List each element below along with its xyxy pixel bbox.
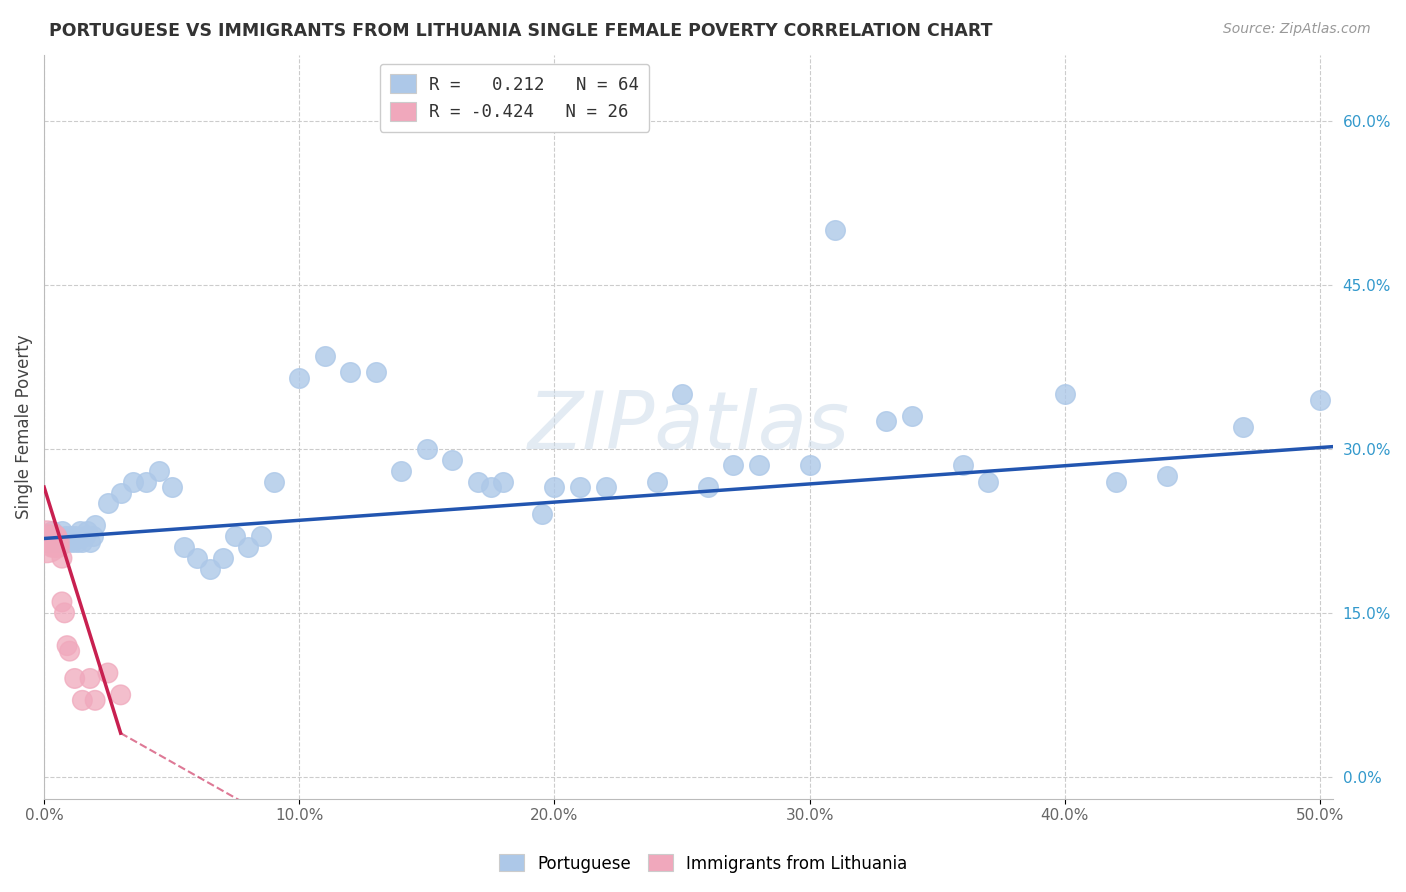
Point xyxy=(441,452,464,467)
Point xyxy=(44,534,66,549)
Point xyxy=(35,534,58,549)
Point xyxy=(97,665,120,680)
Point xyxy=(110,688,132,702)
Point xyxy=(76,524,98,538)
Point xyxy=(41,534,63,549)
Point xyxy=(122,475,145,489)
Point xyxy=(38,529,60,543)
Point xyxy=(721,458,744,473)
Point xyxy=(148,464,170,478)
Point xyxy=(41,529,63,543)
Point xyxy=(467,475,489,489)
Point xyxy=(173,540,195,554)
Point xyxy=(696,480,718,494)
Point xyxy=(110,485,132,500)
Point xyxy=(364,365,387,379)
Point xyxy=(875,415,897,429)
Y-axis label: Single Female Poverty: Single Female Poverty xyxy=(15,334,32,519)
Point xyxy=(479,480,502,494)
Point xyxy=(66,534,89,549)
Point xyxy=(1105,475,1128,489)
Legend: Portuguese, Immigrants from Lithuania: Portuguese, Immigrants from Lithuania xyxy=(492,847,914,880)
Point xyxy=(53,606,76,620)
Point xyxy=(84,693,107,707)
Point xyxy=(314,349,336,363)
Point xyxy=(72,534,94,549)
Point xyxy=(38,534,60,549)
Point xyxy=(79,672,101,686)
Point xyxy=(824,223,846,237)
Point xyxy=(250,529,273,543)
Point xyxy=(48,540,70,554)
Point xyxy=(977,475,1000,489)
Point xyxy=(63,529,86,543)
Point xyxy=(73,529,96,543)
Point xyxy=(97,496,120,510)
Point xyxy=(645,475,668,489)
Point xyxy=(595,480,617,494)
Point xyxy=(35,534,58,549)
Point xyxy=(198,562,221,576)
Point xyxy=(160,480,183,494)
Point xyxy=(238,540,260,554)
Point xyxy=(38,529,60,543)
Point xyxy=(671,387,693,401)
Point xyxy=(56,639,79,653)
Point xyxy=(530,508,553,522)
Point xyxy=(63,672,86,686)
Point xyxy=(389,464,412,478)
Point xyxy=(952,458,974,473)
Point xyxy=(82,529,104,543)
Point xyxy=(79,534,101,549)
Point xyxy=(51,551,73,566)
Point xyxy=(135,475,157,489)
Point xyxy=(900,409,922,423)
Point xyxy=(224,529,246,543)
Text: ZIPatlas: ZIPatlas xyxy=(527,388,849,466)
Point xyxy=(51,595,73,609)
Point xyxy=(1309,392,1331,407)
Point xyxy=(84,518,107,533)
Point xyxy=(263,475,285,489)
Point xyxy=(72,693,94,707)
Point xyxy=(492,475,515,489)
Point xyxy=(416,442,439,456)
Point xyxy=(44,534,66,549)
Point xyxy=(339,365,361,379)
Text: Source: ZipAtlas.com: Source: ZipAtlas.com xyxy=(1223,22,1371,37)
Point xyxy=(59,529,82,543)
Point xyxy=(1053,387,1076,401)
Point xyxy=(56,534,79,549)
Point xyxy=(48,534,70,549)
Point xyxy=(53,529,76,543)
Point xyxy=(211,551,233,566)
Point xyxy=(1156,469,1178,483)
Point xyxy=(41,540,63,554)
Point xyxy=(69,524,91,538)
Point xyxy=(41,524,63,538)
Point xyxy=(288,370,311,384)
Point xyxy=(44,529,66,543)
Point xyxy=(45,534,67,549)
Text: PORTUGUESE VS IMMIGRANTS FROM LITHUANIA SINGLE FEMALE POVERTY CORRELATION CHART: PORTUGUESE VS IMMIGRANTS FROM LITHUANIA … xyxy=(49,22,993,40)
Point xyxy=(45,529,67,543)
Point xyxy=(48,534,70,549)
Point xyxy=(569,480,592,494)
Point xyxy=(45,529,67,543)
Point xyxy=(44,540,66,554)
Point xyxy=(186,551,208,566)
Point xyxy=(60,534,83,549)
Point xyxy=(799,458,821,473)
Point xyxy=(1232,420,1254,434)
Point xyxy=(35,529,58,543)
Point xyxy=(45,540,67,554)
Point xyxy=(51,524,73,538)
Point xyxy=(59,644,82,658)
Legend: R =   0.212   N = 64, R = -0.424   N = 26: R = 0.212 N = 64, R = -0.424 N = 26 xyxy=(380,64,650,132)
Point xyxy=(748,458,770,473)
Point xyxy=(543,480,565,494)
